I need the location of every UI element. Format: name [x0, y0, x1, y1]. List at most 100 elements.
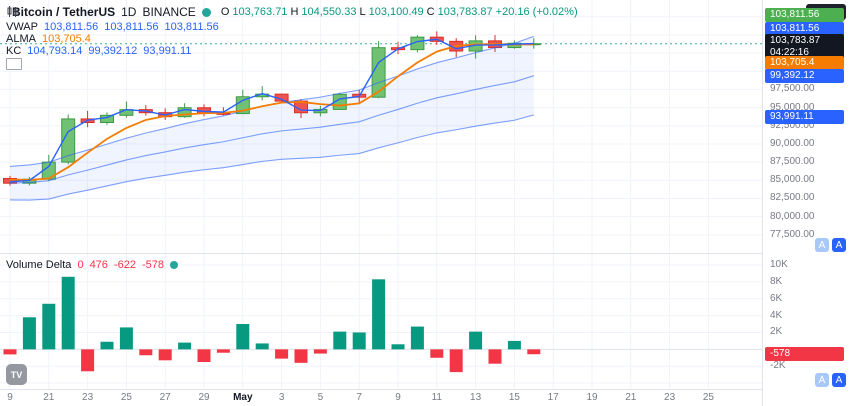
price-badge: 103,811.56 — [765, 22, 844, 36]
volume-lock-scale-button[interactable]: A — [815, 373, 829, 387]
volume-tick: 2K — [770, 326, 783, 338]
exchange-logo-icon — [201, 7, 211, 17]
time-tick: 25 — [702, 392, 714, 403]
price-tick: 92,500.00 — [770, 119, 815, 131]
price-badge: 103,811.56 — [765, 8, 844, 22]
volume-bar — [294, 349, 308, 363]
close-label: C — [426, 6, 435, 18]
kc-lower-value: 93,991.11 — [143, 45, 192, 57]
volume-chart-canvas[interactable] — [0, 254, 762, 389]
volume-bar — [333, 331, 347, 350]
volume-bar — [42, 303, 56, 350]
volume-delta-label[interactable]: Volume Delta — [6, 259, 72, 271]
volume-bar — [507, 340, 521, 350]
open-value: 103,763.71 — [232, 6, 288, 18]
vwap-legend-row[interactable]: VWAP 103,811.56 103,811.56 103,811.56 — [6, 21, 219, 33]
volume-delta-legend-row[interactable]: Volume Delta 0 476 -622 -578 — [6, 259, 178, 271]
price-tick: 87,500.00 — [770, 156, 815, 168]
price-tick: 95,000.00 — [770, 101, 815, 113]
auto-scale-button[interactable]: A — [832, 238, 846, 252]
kc-upper-value: 104,793.14 — [27, 45, 83, 57]
volume-delta-high: 476 — [89, 259, 108, 271]
high-label: H — [290, 6, 299, 18]
time-tick: 15 — [508, 392, 520, 403]
volume-delta-badge: -578 — [765, 347, 844, 362]
volume-bar — [61, 276, 75, 350]
time-tick: 25 — [120, 392, 132, 403]
time-tick: 27 — [159, 392, 171, 403]
time-tick: 21 — [43, 392, 55, 403]
exchange-label[interactable]: BINANCE — [142, 5, 196, 19]
time-tick: 19 — [586, 392, 598, 403]
interval-label[interactable]: 1D — [121, 5, 137, 19]
change-value: +20.16 (+0.02%) — [495, 6, 578, 18]
volume-bar — [139, 349, 153, 356]
price-badge: 103,705.4 — [765, 56, 844, 70]
time-tick: 23 — [82, 392, 94, 403]
price-tick: 85,000.00 — [770, 174, 815, 186]
vwap-value-2: 103,811.56 — [104, 21, 159, 33]
volume-bar — [81, 349, 95, 372]
time-tick: 21 — [625, 392, 637, 403]
time-tick: 29 — [198, 392, 210, 403]
countdown-timer: 04:22:16 — [770, 47, 809, 58]
volume-bar — [197, 349, 211, 362]
volume-bar — [391, 344, 405, 350]
alma-legend-row[interactable]: ALMA 103,705.4 — [6, 33, 91, 45]
volume-bar — [3, 349, 17, 355]
time-tick: 9 — [395, 392, 401, 403]
volume-delta-close: -578 — [141, 259, 164, 271]
price-panel[interactable]: Bitcoin / TetherUS 1D BINANCE O 103,763.… — [0, 0, 762, 254]
volume-bar — [100, 341, 114, 350]
volume-bar — [449, 349, 463, 373]
volume-bar — [352, 332, 366, 350]
ohlc-readout: O 103,763.71 H 104,550.33 L 103,100.49 C… — [221, 6, 578, 18]
open-label: O — [220, 6, 230, 18]
volume-bar — [178, 342, 192, 350]
volume-delta-low: -622 — [113, 259, 136, 271]
kc-label[interactable]: KC — [6, 45, 22, 57]
volume-tick: -2K — [770, 360, 786, 372]
volume-bar — [488, 349, 502, 364]
legend-collapsed-indicator[interactable] — [6, 58, 22, 70]
tradingview-logo[interactable]: TV — [6, 364, 27, 385]
volume-tick: 8K — [770, 275, 783, 287]
vwap-value-1: 103,811.56 — [44, 21, 99, 33]
price-tick: 80,000.00 — [770, 210, 815, 222]
time-tick: 3 — [278, 392, 285, 403]
price-tick: 82,500.00 — [770, 192, 815, 204]
high-value: 104,550.33 — [301, 6, 357, 18]
time-tick: 13 — [470, 392, 482, 403]
volume-bar — [119, 327, 133, 350]
price-tick: 90,000.00 — [770, 137, 815, 149]
volume-tick: 6K — [770, 292, 783, 304]
volume-bar — [22, 317, 36, 350]
kc-legend-row[interactable]: KC 104,793.14 99,392.12 93,991.11 — [6, 45, 191, 57]
low-label: L — [359, 6, 366, 18]
price-badge: 99,392.12 — [765, 69, 844, 83]
time-axis[interactable]: 9 21 23 25 27 29 May 3 5 7 9 11 13 15 17 19 21 23 25 — [0, 390, 762, 406]
lock-scale-button[interactable]: A — [815, 238, 829, 252]
price-tick: 97,500.00 — [770, 83, 815, 95]
vwap-label[interactable]: VWAP — [6, 21, 38, 33]
volume-bar — [430, 349, 444, 358]
low-value: 103,100.49 — [368, 6, 424, 18]
volume-bar — [255, 343, 269, 350]
time-tick: May — [233, 392, 253, 403]
price-badge: 103,783.87 04:22:16 — [765, 34, 844, 60]
volume-delta-panel[interactable]: Volume Delta 0 476 -622 -578 TV — [0, 254, 762, 390]
time-tick: 17 — [547, 392, 559, 403]
volume-bar — [372, 279, 386, 350]
price-chart-canvas[interactable] — [0, 0, 762, 253]
volume-bar — [158, 349, 172, 361]
volume-bar — [313, 349, 327, 354]
volume-auto-scale-button[interactable]: A — [832, 373, 846, 387]
symbol-legend-row[interactable]: Bitcoin / TetherUS 1D BINANCE O 103,763.… — [6, 5, 578, 19]
price-axis[interactable]: USDT 100,000.0097,500.0095,000.0092,500.… — [762, 0, 850, 406]
symbol-name[interactable]: Bitcoin / TetherUS — [12, 5, 116, 19]
alma-label[interactable]: ALMA — [6, 33, 36, 45]
volume-bar — [410, 326, 424, 350]
time-tick: 23 — [664, 392, 676, 403]
alma-value: 103,705.4 — [41, 33, 91, 45]
